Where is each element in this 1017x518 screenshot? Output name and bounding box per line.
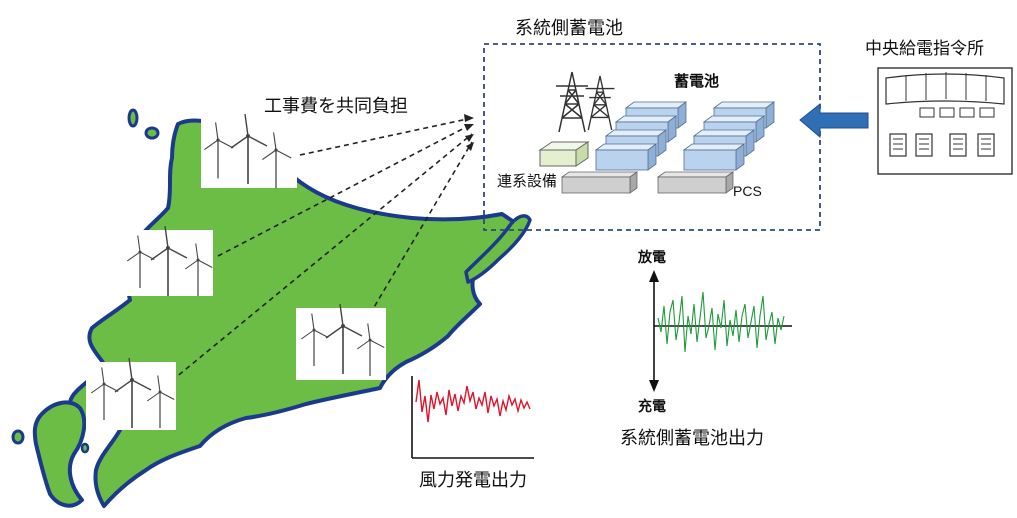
pcs-units bbox=[561, 171, 734, 194]
shiretoko-peninsula bbox=[464, 214, 532, 284]
wind-farm-east bbox=[296, 303, 386, 380]
battery-bank-right bbox=[683, 101, 775, 171]
battery-label: 蓄電池 bbox=[674, 72, 720, 90]
wind-farm-north bbox=[201, 113, 297, 190]
pcs-label: PCS bbox=[733, 183, 762, 199]
charge-label: 充電 bbox=[638, 399, 666, 415]
wind-output-series bbox=[415, 379, 531, 423]
battery-bank-left bbox=[595, 101, 687, 171]
transmission-tower-icon bbox=[584, 75, 616, 131]
grid-connection-equipment bbox=[538, 141, 590, 167]
wind-farm-west bbox=[121, 225, 213, 297]
grid-connection-label: 連系設備 bbox=[497, 172, 558, 190]
arrowheads bbox=[464, 114, 474, 151]
hokkaido-map bbox=[11, 108, 532, 508]
discharge-label: 放電 bbox=[638, 250, 666, 266]
main-island bbox=[67, 118, 522, 508]
cost-sharing-lines bbox=[157, 117, 473, 393]
wind-output-chart bbox=[411, 376, 534, 459]
battery-output-label: 系統側蓄電池出力 bbox=[620, 428, 764, 449]
rebun-island bbox=[127, 108, 139, 128]
arrow-left-icon bbox=[799, 102, 869, 139]
dispatch-center-label: 中央給電指令所 bbox=[865, 39, 984, 59]
control-room-icon bbox=[877, 67, 1013, 175]
wind-farm-southwest bbox=[86, 357, 176, 430]
transmission-tower-icon bbox=[555, 71, 589, 133]
small-island bbox=[80, 442, 90, 454]
wind-output-label: 風力発電出力 bbox=[419, 470, 527, 491]
battery-system-title: 系統側蓄電池 bbox=[515, 18, 623, 39]
okushiri-island bbox=[11, 429, 25, 445]
rishiri-island bbox=[144, 126, 160, 140]
cost-sharing-label: 工事費を共同負担 bbox=[264, 96, 408, 117]
battery-output-series bbox=[657, 291, 785, 353]
battery-output-chart bbox=[649, 270, 792, 392]
southwest-peninsula bbox=[32, 400, 87, 508]
